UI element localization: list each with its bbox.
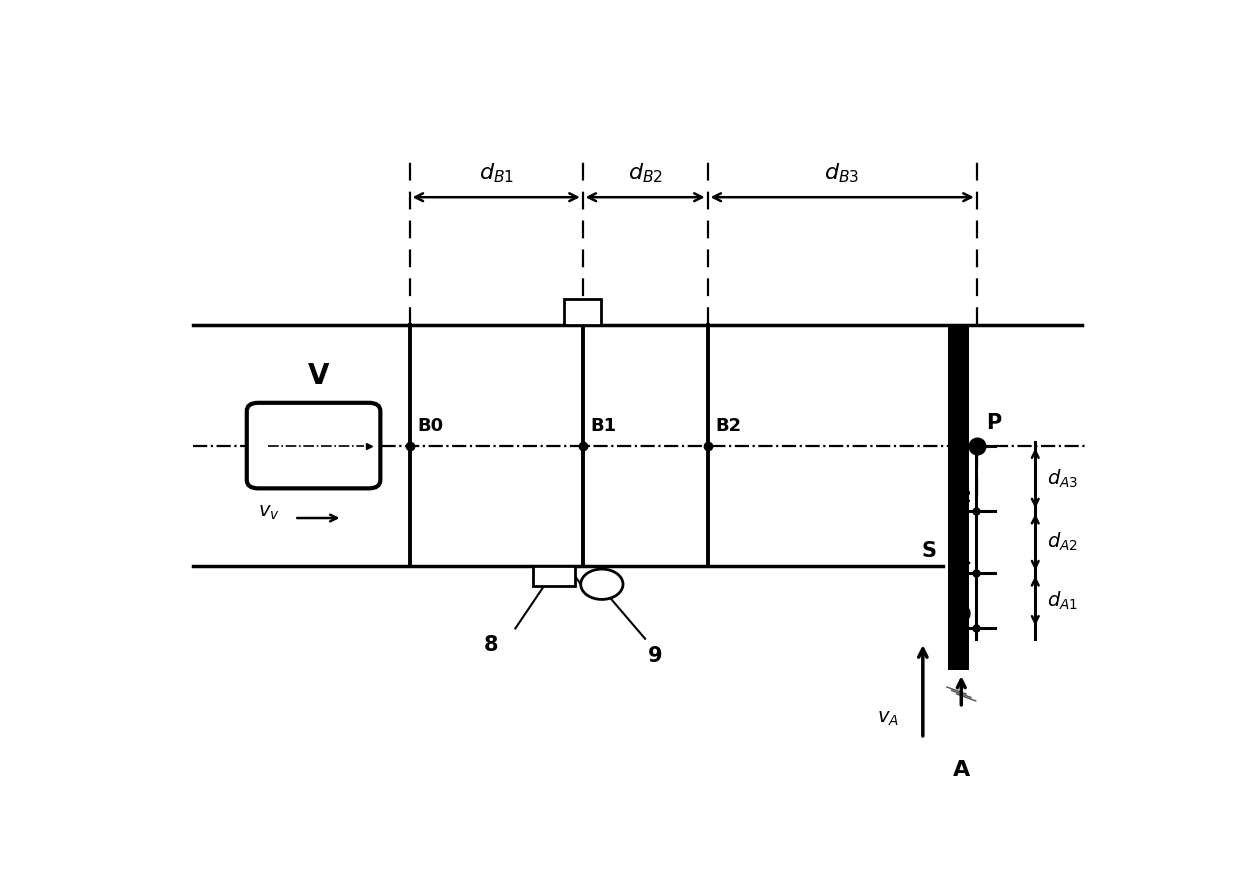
Text: A: A [952,760,970,780]
Text: B0: B0 [418,418,444,435]
Text: A2: A2 [949,488,972,506]
Text: B1: B1 [590,418,616,435]
Text: 8: 8 [484,635,498,655]
Bar [947,325,968,670]
Text: V: V [308,362,329,391]
Text: $d_{B2}$: $d_{B2}$ [627,161,662,185]
FancyBboxPatch shape [247,403,381,488]
Text: $d_{B3}$: $d_{B3}$ [825,161,859,185]
Text: $v_A$: $v_A$ [877,709,899,728]
Text: $d_{A2}$: $d_{A2}$ [1047,531,1078,554]
Text: S: S [921,541,936,561]
Text: $d_{B1}$: $d_{B1}$ [479,161,513,185]
Text: $d_{A3}$: $d_{A3}$ [1047,467,1078,489]
Circle shape [580,569,622,599]
Bar [533,566,575,586]
Text: A0: A0 [949,606,972,624]
Text: B2: B2 [715,418,742,435]
Text: A1: A1 [949,550,972,568]
Text: 9: 9 [647,646,662,666]
Text: $d_{A1}$: $d_{A1}$ [1047,590,1078,612]
Text: P: P [986,413,1002,433]
Bar [564,298,601,325]
Text: $v_v$: $v_v$ [258,503,280,522]
